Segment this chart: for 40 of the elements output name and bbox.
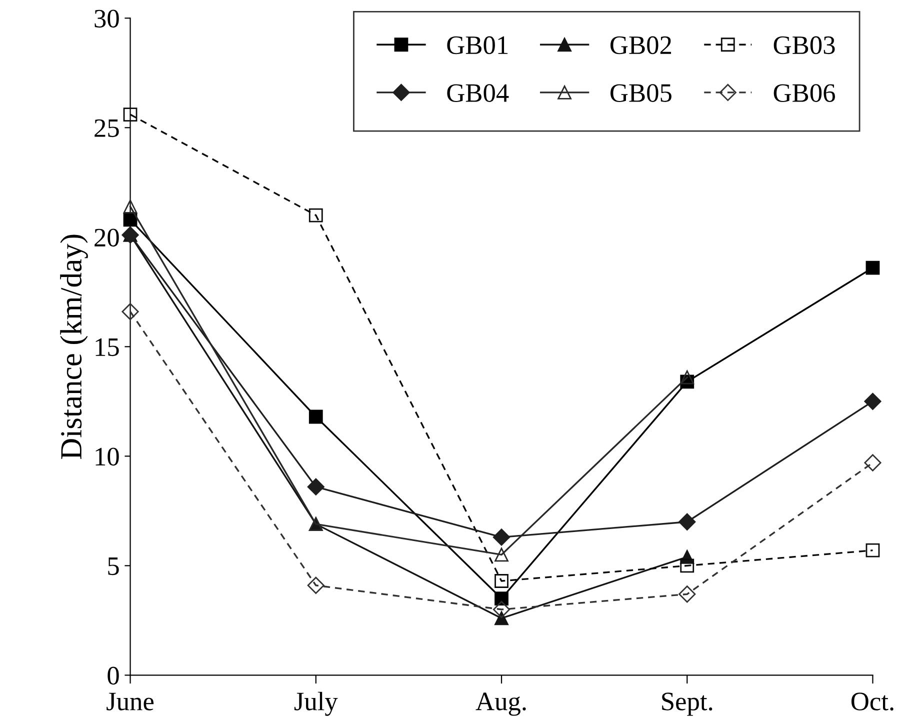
point: [866, 260, 880, 275]
y-tick-label: 25: [94, 119, 119, 138]
y-tick-label: 15: [96, 338, 119, 356]
point: [494, 611, 508, 626]
legend-label: GB01: [447, 36, 508, 54]
point: [123, 200, 138, 214]
point: [678, 513, 696, 530]
point: [864, 454, 882, 472]
point: [678, 586, 696, 603]
point: [864, 392, 882, 410]
point: [680, 370, 694, 384]
y-tick-label: 5: [108, 558, 119, 576]
y-tick-label: 30: [94, 10, 119, 28]
legend-label: GB03: [774, 36, 835, 54]
point: [494, 548, 508, 562]
y-tick-label: 20: [94, 228, 119, 247]
x-tick-label: June: [106, 692, 154, 710]
point: [307, 576, 324, 594]
point: [492, 600, 510, 618]
x-tick-label: Oct.: [851, 692, 894, 711]
point: [307, 478, 324, 496]
legend-label: GB04: [447, 84, 509, 102]
point: [494, 574, 508, 588]
x-tick-label: Sept.: [662, 692, 712, 716]
legend-label: GB06: [774, 84, 836, 102]
point: [122, 303, 139, 320]
legend-label: GB05: [610, 84, 672, 102]
y-tick-label: 10: [96, 448, 119, 466]
legend-label: GB02: [610, 36, 672, 54]
point: [866, 543, 880, 558]
point: [494, 592, 508, 606]
y-tick-label: 0: [108, 666, 119, 685]
point: [308, 410, 323, 424]
point: [308, 208, 323, 222]
x-tick-label: July: [294, 692, 338, 716]
point: [123, 108, 138, 122]
point: [680, 558, 694, 573]
x-tick-label: Aug.: [476, 692, 526, 716]
y-axis-title: Distance (km/day): [60, 234, 88, 460]
point: [492, 528, 510, 546]
